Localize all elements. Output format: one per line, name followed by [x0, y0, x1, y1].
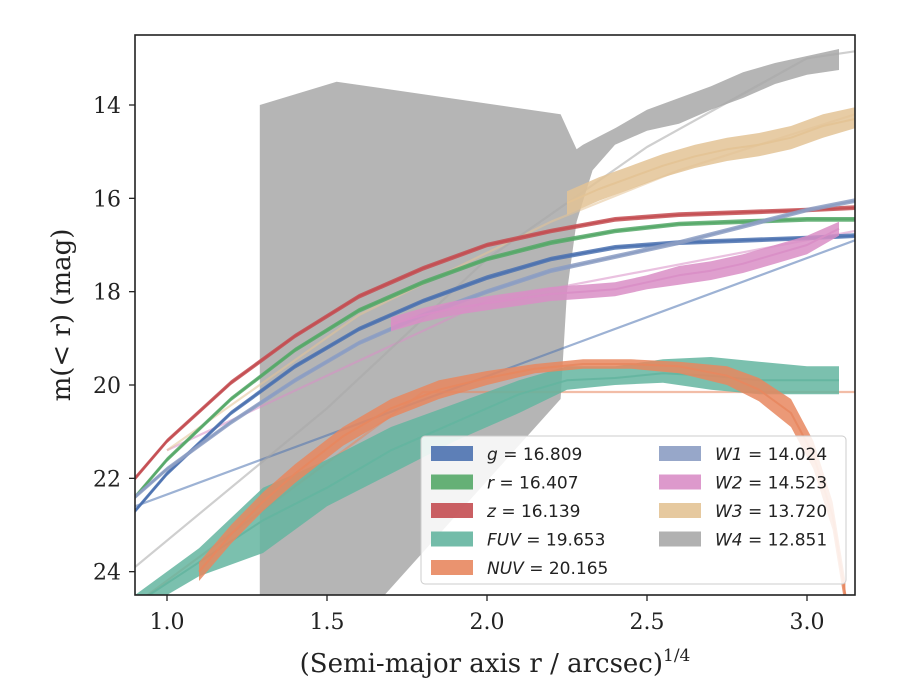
- y-tick-label: 20: [93, 374, 121, 399]
- series-r-line: [135, 218, 855, 498]
- series-z-line: [135, 206, 855, 479]
- legend-label-nuv: NUV = 20.165: [487, 559, 608, 579]
- legend-swatch-r: [431, 474, 473, 490]
- legend-label-w4: W4 = 12.851: [715, 531, 827, 551]
- series-g-line: [135, 234, 855, 512]
- y-tick-label: 18: [93, 281, 121, 306]
- legend-swatch-w4: [659, 531, 701, 547]
- y-tick-label: 14: [93, 94, 121, 119]
- legend-swatch-nuv: [431, 560, 473, 575]
- x-axis-label: (Semi-major axis r / arcsec)1/4: [300, 646, 691, 679]
- legend-label-g: g = 16.809: [487, 445, 582, 465]
- y-tick-label: 16: [93, 187, 121, 212]
- y-tick-label: 24: [93, 561, 121, 586]
- series-nuv-uncertainty: [199, 359, 846, 595]
- legend-swatch-fuv: [431, 531, 473, 547]
- legend-label-w2: W2 = 14.523: [715, 474, 827, 494]
- legend-swatch-w1: [659, 446, 701, 461]
- series-w1-line: [135, 199, 855, 498]
- plot-frame: [134, 34, 856, 596]
- legend-label-r: r = 16.407: [487, 474, 579, 494]
- series-w2-line: [390, 227, 840, 326]
- y-tick-label: 22: [93, 467, 121, 492]
- y-axis-label: m(< r) (mag): [47, 229, 77, 402]
- x-tick-label: 2.5: [630, 610, 665, 635]
- series-w3-uncertainty: [567, 107, 855, 215]
- legend-label-w1: W1 = 14.024: [715, 445, 827, 465]
- series-nuv-line: [198, 363, 847, 595]
- series-w2-uncertainty: [391, 221, 839, 332]
- legend-swatch-z: [431, 503, 473, 518]
- legend-swatch-g: [431, 446, 473, 461]
- x-tick-label: 3.0: [790, 610, 825, 635]
- x-tick-label: 1.5: [310, 610, 345, 635]
- series-w3-line: [566, 118, 855, 204]
- legend-label-w3: W3 = 13.720: [715, 502, 827, 522]
- legend-label-z: z = 16.139: [486, 502, 580, 522]
- legend-swatch-w3: [659, 503, 701, 518]
- legend-box: [420, 435, 847, 585]
- x-tick-label: 2.0: [470, 610, 505, 635]
- axis-ticks: 1.0 1.5 2.0 2.5 3.0 14 16 18 20 22 24: [93, 94, 825, 635]
- legend-swatch-w2: [659, 474, 701, 490]
- x-tick-label: 1.0: [150, 610, 185, 635]
- legend: g = 16.809 r = 16.407 z = 16.139 FUV = 19.6…: [420, 435, 847, 585]
- plot-layer: [135, 49, 855, 595]
- legend-label-fuv: FUV = 19.653: [487, 531, 605, 551]
